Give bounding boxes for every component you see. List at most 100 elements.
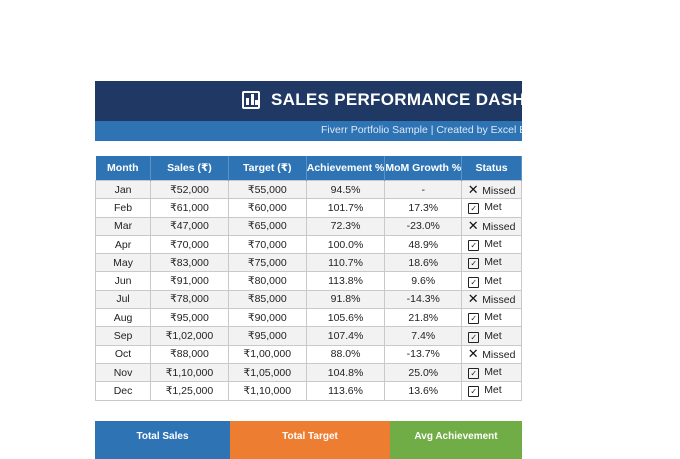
cell-target[interactable]: ₹95,000 <box>227 326 307 346</box>
cell-sales[interactable]: ₹47,000 <box>150 216 229 236</box>
summary-card-avg-achievement: Avg Achievement <box>390 421 522 459</box>
cell-achievement[interactable]: 100.0% <box>305 234 386 255</box>
cell-achievement[interactable]: 72.3% <box>305 216 386 236</box>
cell-growth[interactable]: 18.6% <box>384 253 463 273</box>
cell-sales[interactable]: ₹52,000 <box>150 179 229 200</box>
cell-month[interactable]: Jun <box>95 271 152 291</box>
cell-target[interactable]: ₹85,000 <box>227 289 307 310</box>
cell-sales[interactable]: ₹1,25,000 <box>150 381 229 401</box>
cell-achievement[interactable]: 105.6% <box>305 308 386 328</box>
cell-growth[interactable]: 13.6% <box>384 381 463 401</box>
table-row: Jun ₹91,000 ₹80,000 113.8% 9.6% ✓ Met <box>95 271 522 291</box>
cell-target[interactable]: ₹65,000 <box>227 216 307 236</box>
cell-sales[interactable]: ₹91,000 <box>150 271 229 291</box>
cell-achievement[interactable]: 91.8% <box>305 289 386 310</box>
cell-status[interactable]: ✓ Met <box>461 253 522 273</box>
cell-status[interactable]: ✓ Met <box>461 308 522 328</box>
cell-month[interactable]: Aug <box>95 308 152 328</box>
cell-target[interactable]: ₹1,00,000 <box>227 344 307 364</box>
cell-growth[interactable]: 48.9% <box>384 234 463 255</box>
cell-month[interactable]: May <box>95 253 152 273</box>
cell-sales[interactable]: ₹1,10,000 <box>150 362 229 383</box>
cell-sales[interactable]: ₹88,000 <box>150 344 229 364</box>
cell-sales[interactable]: ₹78,000 <box>150 289 229 310</box>
cell-month[interactable]: Jul <box>95 289 152 310</box>
cell-month[interactable]: Apr <box>95 234 152 255</box>
cell-target[interactable]: ₹55,000 <box>227 179 307 200</box>
cell-sales[interactable]: ₹1,02,000 <box>150 326 229 346</box>
column-header-month[interactable]: Month <box>95 156 152 181</box>
cell-month[interactable]: Mar <box>95 216 152 236</box>
cell-status[interactable]: ✓ Met <box>461 362 522 383</box>
cell-status[interactable]: ✓ Met <box>461 234 522 255</box>
column-header-growth[interactable]: MoM Growth % <box>384 156 463 181</box>
cell-achievement[interactable]: 104.8% <box>305 362 386 383</box>
cell-target[interactable]: ₹80,000 <box>227 271 307 291</box>
cell-month[interactable]: Sep <box>95 326 152 346</box>
table-row: Jan ₹52,000 ₹55,000 94.5% - ✕ Missed <box>95 179 522 200</box>
status-text: Met <box>484 366 502 379</box>
table-row: Oct ₹88,000 ₹1,00,000 88.0% -13.7% ✕ Missed <box>95 344 522 364</box>
cell-target[interactable]: ₹1,05,000 <box>227 362 307 383</box>
cell-growth[interactable]: -23.0% <box>384 216 463 236</box>
table-row: May ₹83,000 ₹75,000 110.7% 18.6% ✓ Met <box>95 253 522 273</box>
cell-growth[interactable]: 9.6% <box>384 271 463 291</box>
cell-target[interactable]: ₹70,000 <box>227 234 307 255</box>
cell-achievement[interactable]: 94.5% <box>305 179 386 200</box>
cell-sales[interactable]: ₹95,000 <box>150 308 229 328</box>
cell-status[interactable]: ✓ Met <box>461 198 522 218</box>
cell-sales[interactable]: ₹83,000 <box>150 253 229 273</box>
cell-target[interactable]: ₹75,000 <box>227 253 307 273</box>
cell-target[interactable]: ₹60,000 <box>227 198 307 218</box>
column-header-achievement[interactable]: Achievement % <box>306 156 386 181</box>
cell-month[interactable]: Oct <box>95 344 152 364</box>
x-icon: ✕ <box>467 346 479 362</box>
column-header-target[interactable]: Target (₹) <box>228 156 307 181</box>
cell-growth[interactable]: 25.0% <box>384 362 463 383</box>
cell-target[interactable]: ₹90,000 <box>227 308 307 328</box>
card-label: Total Target <box>282 431 338 442</box>
summary-card-total-target: Total Target <box>230 421 390 459</box>
column-header-sales[interactable]: Sales (₹) <box>150 156 229 181</box>
cell-achievement[interactable]: 88.0% <box>305 344 386 364</box>
cell-sales[interactable]: ₹61,000 <box>150 198 229 218</box>
cell-month[interactable]: Dec <box>95 381 152 401</box>
cell-growth[interactable]: 17.3% <box>384 198 463 218</box>
cell-growth[interactable]: - <box>384 179 463 200</box>
cell-status[interactable]: ✓ Met <box>461 326 522 346</box>
cell-sales[interactable]: ₹70,000 <box>150 234 229 255</box>
table-row: Apr ₹70,000 ₹70,000 100.0% 48.9% ✓ Met <box>95 234 522 255</box>
bar-chart-icon <box>242 91 260 109</box>
cell-status[interactable]: ✕ Missed <box>461 216 522 236</box>
x-icon: ✕ <box>467 181 479 197</box>
cell-status[interactable]: ✓ Met <box>461 381 522 401</box>
x-icon: ✕ <box>467 291 479 307</box>
cell-status[interactable]: ✕ Missed <box>461 179 522 200</box>
check-box-icon: ✓ <box>468 203 480 215</box>
cell-status[interactable]: ✓ Met <box>461 271 522 291</box>
column-header-status[interactable]: Status <box>461 156 522 181</box>
cell-achievement[interactable]: 101.7% <box>305 198 386 218</box>
cell-achievement[interactable]: 113.6% <box>305 381 386 401</box>
cell-month[interactable]: Feb <box>95 198 152 218</box>
status-text: Met <box>484 201 502 214</box>
table-row: Feb ₹61,000 ₹60,000 101.7% 17.3% ✓ Met <box>95 198 522 218</box>
cell-status[interactable]: ✕ Missed <box>461 289 522 310</box>
cell-target[interactable]: ₹1,10,000 <box>227 381 307 401</box>
cell-achievement[interactable]: 107.4% <box>305 326 386 346</box>
cell-achievement[interactable]: 110.7% <box>305 253 386 273</box>
cell-growth[interactable]: 7.4% <box>384 326 463 346</box>
check-box-icon: ✓ <box>468 313 480 325</box>
check-box-icon: ✓ <box>468 258 480 270</box>
status-text: Missed <box>482 184 516 197</box>
cell-growth[interactable]: -14.3% <box>384 289 463 310</box>
cell-month[interactable]: Nov <box>95 362 152 383</box>
cell-growth[interactable]: -13.7% <box>384 344 463 364</box>
status-text: Met <box>484 311 502 324</box>
cell-status[interactable]: ✕ Missed <box>461 344 522 364</box>
cell-growth[interactable]: 21.8% <box>384 308 463 328</box>
card-label: Total Sales <box>136 431 189 442</box>
cell-achievement[interactable]: 113.8% <box>305 271 386 291</box>
cell-month[interactable]: Jan <box>95 179 152 200</box>
table-row: Sep ₹1,02,000 ₹95,000 107.4% 7.4% ✓ Met <box>95 326 522 346</box>
